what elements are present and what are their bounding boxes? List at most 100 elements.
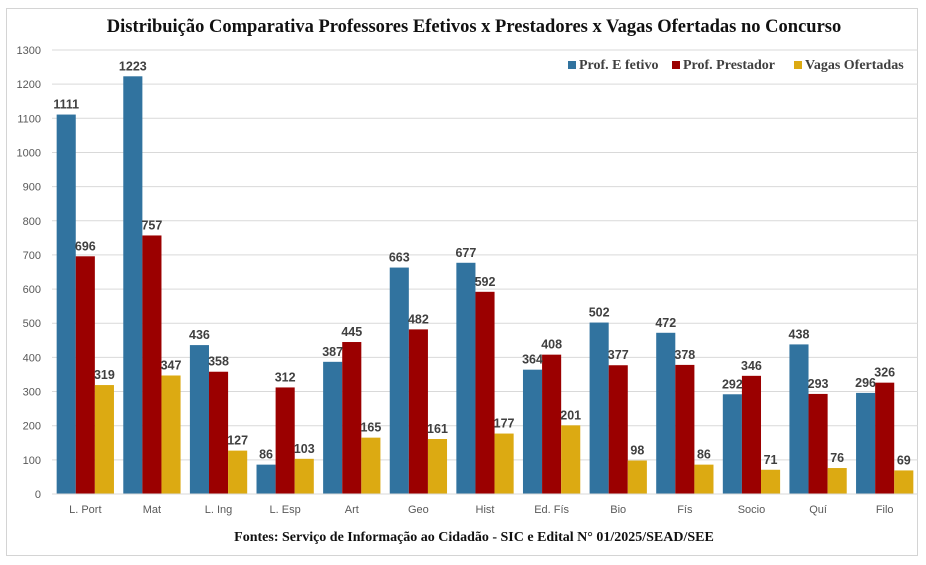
x-tick-label: Fís	[677, 504, 693, 516]
x-tick-label: Filo	[876, 504, 894, 516]
y-tick-label: 1200	[17, 79, 41, 91]
data-label: 436	[189, 328, 210, 342]
y-tick-label: 900	[23, 182, 41, 194]
y-tick-label: 1100	[17, 113, 41, 125]
data-label: 592	[475, 275, 496, 289]
data-label: 438	[789, 327, 810, 341]
x-tick-label: Bio	[610, 504, 626, 516]
data-label: 472	[655, 316, 676, 330]
legend-item: Vagas Ofertadas	[794, 58, 904, 73]
bar-vagas-ofertadas-qu-	[827, 468, 847, 494]
chart-title: Distribuição Comparativa Professores Efe…	[107, 17, 841, 37]
bar-vagas-ofertadas-geo	[427, 439, 448, 494]
x-tick-label: Quí	[809, 504, 827, 516]
data-label: 1111	[53, 98, 79, 112]
data-label: 177	[494, 417, 515, 431]
x-tick-label: Mat	[143, 504, 161, 516]
data-label: 103	[294, 442, 315, 456]
data-label: 347	[161, 358, 182, 372]
bar-prof-e-fetivo-art	[323, 361, 343, 494]
x-tick-label: Hist	[476, 504, 495, 516]
data-label: 312	[275, 370, 296, 384]
bar-prof-prestador-qu-	[808, 393, 828, 494]
data-label: 161	[427, 422, 448, 436]
data-label: 757	[141, 218, 162, 232]
bars	[56, 76, 914, 495]
y-tick-label: 0	[35, 489, 41, 501]
bar-prof-e-fetivo-l-ing	[189, 345, 209, 494]
chart-source-note: Fontes: Serviço de Informação ao Cidadão…	[234, 530, 714, 545]
bar-prof-prestador-l-port	[75, 256, 95, 494]
data-label: 319	[94, 368, 115, 382]
bar-prof-e-fetivo-qu-	[789, 344, 809, 494]
y-tick-label: 1300	[17, 45, 41, 57]
data-label: 86	[259, 448, 273, 462]
legend-label: Prof. E fetivo	[579, 58, 658, 73]
legend-item: Prof. Prestador	[672, 58, 775, 73]
bar-vagas-ofertadas-f-s	[694, 464, 714, 494]
y-tick-label: 500	[23, 318, 41, 330]
legend-swatch	[568, 61, 576, 69]
bar-prof-prestador-f-s	[675, 364, 695, 494]
legend-label: Prof. Prestador	[683, 58, 775, 73]
data-label: 445	[341, 325, 362, 339]
bar-prof-e-fetivo-socio	[722, 394, 742, 494]
data-label: 663	[389, 251, 410, 265]
data-label: 98	[630, 444, 644, 458]
bar-prof-e-fetivo-f-s	[656, 332, 676, 494]
legend-swatch	[672, 61, 680, 69]
bar-prof-prestador-bio	[608, 365, 628, 494]
data-label: 127	[227, 434, 248, 448]
legend-swatch	[794, 61, 802, 69]
data-label: 71	[764, 453, 778, 467]
bar-vagas-ofertadas-mat	[161, 375, 181, 494]
bar-prof-e-fetivo-ed-f-s	[522, 369, 543, 494]
data-label: 292	[722, 377, 743, 391]
bar-vagas-ofertadas-bio	[627, 460, 647, 494]
bar-prof-e-fetivo-l-port	[56, 114, 76, 495]
data-label: 1223	[119, 59, 147, 73]
bar-prof-prestador-socio	[741, 375, 762, 494]
y-tick-label: 800	[23, 216, 41, 228]
bar-vagas-ofertadas-l-esp	[294, 458, 314, 494]
bar-prof-e-fetivo-mat	[123, 76, 143, 495]
bar-prof-prestador-l-ing	[208, 371, 229, 494]
data-label: 296	[855, 376, 876, 390]
data-label: 408	[541, 338, 562, 352]
x-tick-label: L. Port	[69, 504, 101, 516]
bar-prof-prestador-filo	[875, 382, 895, 494]
data-label: 201	[560, 408, 581, 422]
x-tick-label: Art	[345, 504, 359, 516]
bar-prof-e-fetivo-l-esp	[256, 464, 276, 494]
bar-vagas-ofertadas-socio	[761, 469, 781, 494]
y-tick-label: 1000	[17, 147, 41, 159]
y-tick-label: 300	[23, 387, 41, 399]
bar-vagas-ofertadas-ed-f-s	[561, 425, 581, 494]
bar-prof-e-fetivo-filo	[856, 392, 876, 494]
data-label: 346	[741, 359, 762, 373]
bar-prof-e-fetivo-hist	[456, 262, 476, 494]
bar-prof-prestador-hist	[475, 291, 495, 494]
x-tick-label: Ed. Fís	[534, 504, 569, 516]
bar-prof-e-fetivo-bio	[589, 322, 609, 494]
data-label: 387	[322, 345, 343, 359]
data-label: 165	[360, 421, 381, 435]
bar-vagas-ofertadas-l-ing	[228, 450, 248, 494]
x-tick-label: Socio	[738, 504, 766, 516]
legend: Prof. E fetivo Prof. Prestador Vagas Ofert…	[568, 58, 904, 73]
data-label: 377	[608, 348, 629, 362]
bar-vagas-ofertadas-filo	[894, 470, 914, 494]
bar-prof-e-fetivo-geo	[389, 267, 409, 494]
bar-prof-prestador-mat	[142, 235, 162, 494]
data-label: 696	[75, 239, 96, 253]
x-tick-label: L. Esp	[270, 504, 301, 516]
bar-prof-prestador-art	[342, 342, 362, 494]
bar-vagas-ofertadas-art	[361, 437, 381, 494]
data-label: 293	[808, 377, 829, 391]
bar-prof-prestador-ed-f-s	[542, 354, 562, 494]
bar-vagas-ofertadas-l-port	[94, 385, 114, 494]
y-axis-ticks: 0 100 200 300 400 500 600 700 800 900 1000 1100 1200…	[17, 45, 41, 501]
y-tick-label: 600	[23, 284, 41, 296]
y-tick-label: 100	[23, 455, 41, 467]
